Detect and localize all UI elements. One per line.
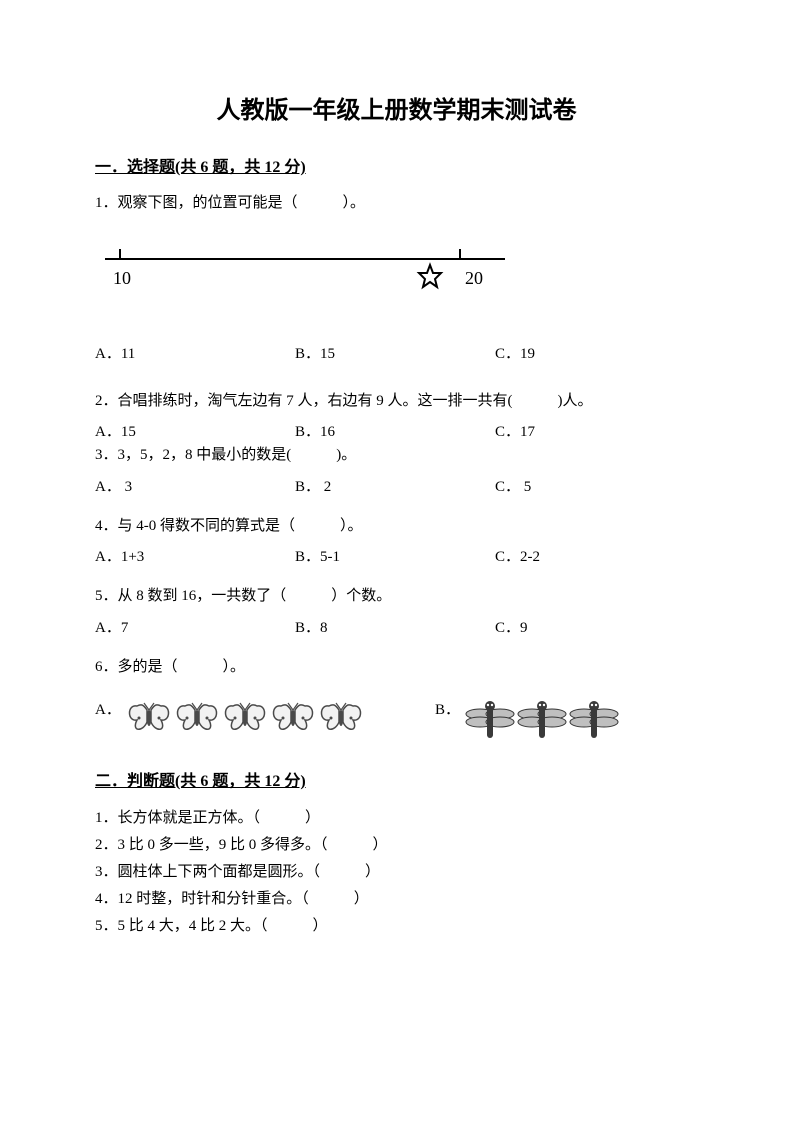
q4-text: 4．与 4-0 得数不同的算式是（ ）。 — [95, 514, 698, 540]
section2-head-main: 二．判断题 — [95, 773, 175, 790]
numberline-svg: 10 20 — [95, 239, 515, 309]
numline-right-label: 20 — [465, 268, 483, 288]
star-icon — [419, 265, 441, 287]
butterfly-icon — [317, 698, 365, 738]
judge-item-4: 4．12 时整，时针和分针重合。（ ） — [95, 886, 698, 913]
q2-optA: A．15 — [95, 420, 295, 441]
q6-optB: B． — [435, 702, 460, 718]
dragonfly-icon — [568, 698, 620, 742]
q6-optB-wrap: B． — [435, 698, 698, 747]
section2-head: 二．判断题(共 6 题，共 12 分) — [95, 767, 698, 791]
q5-optA: A．7 — [95, 616, 295, 637]
section1-head-main: 一．选择题 — [95, 159, 175, 176]
q3-optA: A． 3 — [95, 475, 295, 496]
q6-options: A． B． — [95, 698, 698, 747]
q1-numberline: 10 20 — [95, 239, 515, 314]
q1-options: A．11 B．15 C．19 — [95, 342, 698, 363]
q2-options: A．15 B．16 C．17 — [95, 420, 698, 441]
q5-text: 5．从 8 数到 16，一共数了（ ）个数。 — [95, 584, 698, 610]
q4-optA: A．1+3 — [95, 545, 295, 566]
dragonfly-icon — [464, 698, 516, 742]
judge-item-3: 3．圆柱体上下两个面都是圆形。（ ） — [95, 859, 698, 886]
butterfly-icon — [125, 698, 173, 738]
q1-optB: B．15 — [295, 342, 495, 363]
section2-head-paren: (共 6 题，共 12 分) — [175, 773, 306, 790]
page-title: 人教版一年级上册数学期末测试卷 — [95, 90, 698, 125]
q3-options: A． 3 B． 2 C． 5 — [95, 475, 698, 496]
q4-options: A．1+3 B．5-1 C．2-2 — [95, 545, 698, 566]
q6-optA: A． — [95, 702, 121, 718]
section1-head: 一．选择题(共 6 题，共 12 分) — [95, 153, 698, 177]
butterfly-icon — [173, 698, 221, 738]
page: 人教版一年级上册数学期末测试卷 一．选择题(共 6 题，共 12 分) 1．观察… — [0, 0, 793, 1122]
butterfly-icon — [221, 698, 269, 738]
q2-optB: B．16 — [295, 420, 495, 441]
q5-optC: C．9 — [495, 616, 695, 637]
q3-optC: C． 5 — [495, 475, 695, 496]
q1-optA: A．11 — [95, 342, 295, 363]
q5-optB: B．8 — [295, 616, 495, 637]
q2-optC: C．17 — [495, 420, 695, 441]
q4-optB: B．5-1 — [295, 545, 495, 566]
butterfly-icon — [269, 698, 317, 738]
q4-optC: C．2-2 — [495, 545, 695, 566]
q6-optA-wrap: A． — [95, 698, 435, 747]
numline-left-label: 10 — [113, 268, 131, 288]
q1-text: 1．观察下图，的位置可能是（ ）。 — [95, 191, 698, 217]
dragonflies-group — [464, 729, 620, 746]
section2-list: 1．长方体就是正方体。（ ）2．3 比 0 多一些，9 比 0 多得多。（ ）3… — [95, 805, 698, 940]
q2-text: 2．合唱排练时，淘气左边有 7 人，右边有 9 人。这一排一共有( )人。 — [95, 389, 698, 415]
q1-optC: C．19 — [495, 342, 695, 363]
judge-item-2: 2．3 比 0 多一些，9 比 0 多得多。（ ） — [95, 832, 698, 859]
judge-item-5: 5．5 比 4 大，4 比 2 大。（ ） — [95, 913, 698, 940]
judge-item-1: 1．长方体就是正方体。（ ） — [95, 805, 698, 832]
dragonfly-icon — [516, 698, 568, 742]
q3-text: 3．3，5，2，8 中最小的数是( )。 — [95, 443, 698, 469]
butterflies-group — [125, 725, 365, 742]
q3-optB: B． 2 — [295, 475, 495, 496]
section1-head-paren: (共 6 题，共 12 分) — [175, 159, 306, 176]
q6-text: 6．多的是（ ）。 — [95, 655, 698, 681]
q5-options: A．7 B．8 C．9 — [95, 616, 698, 637]
